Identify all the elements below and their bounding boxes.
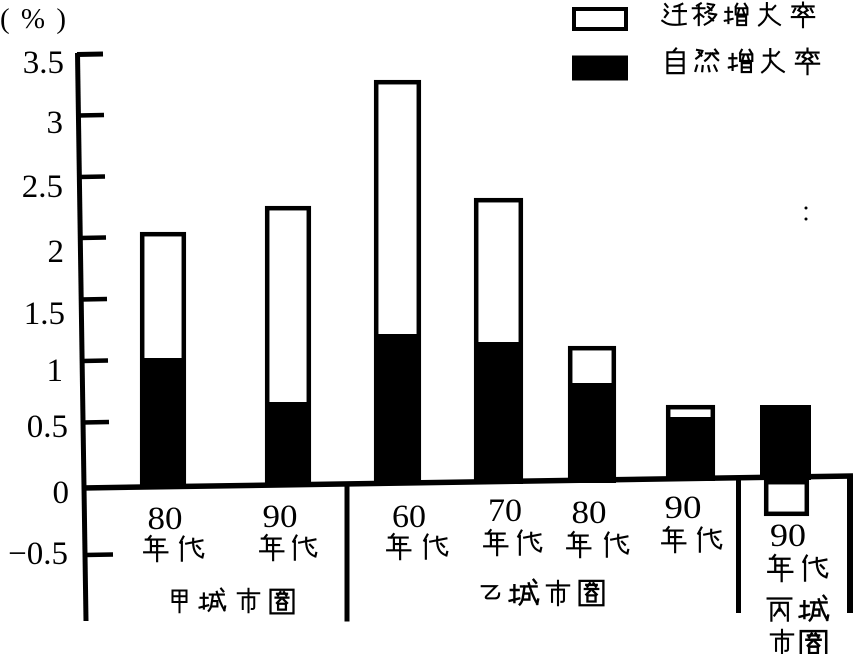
svg-text:70: 70 — [488, 493, 522, 529]
svg-text:90: 90 — [665, 490, 702, 526]
svg-text:60: 60 — [392, 499, 426, 535]
svg-text:3.5: 3.5 — [23, 45, 64, 81]
svg-text:80: 80 — [572, 495, 607, 531]
svg-text:2.5: 2.5 — [22, 169, 63, 205]
svg-text:1: 1 — [47, 353, 64, 389]
svg-text:0.5: 0.5 — [27, 409, 68, 445]
svg-text:90: 90 — [263, 499, 298, 535]
svg-text:−0.5: −0.5 — [8, 536, 68, 572]
svg-text:2: 2 — [48, 234, 65, 270]
svg-text:1.5: 1.5 — [24, 296, 65, 332]
svg-text:90: 90 — [770, 518, 806, 554]
svg-text:0: 0 — [53, 475, 70, 511]
svg-text:3: 3 — [47, 105, 64, 141]
svg-text:80: 80 — [148, 501, 183, 537]
svg-text:( % ): ( % ) — [0, 3, 68, 35]
